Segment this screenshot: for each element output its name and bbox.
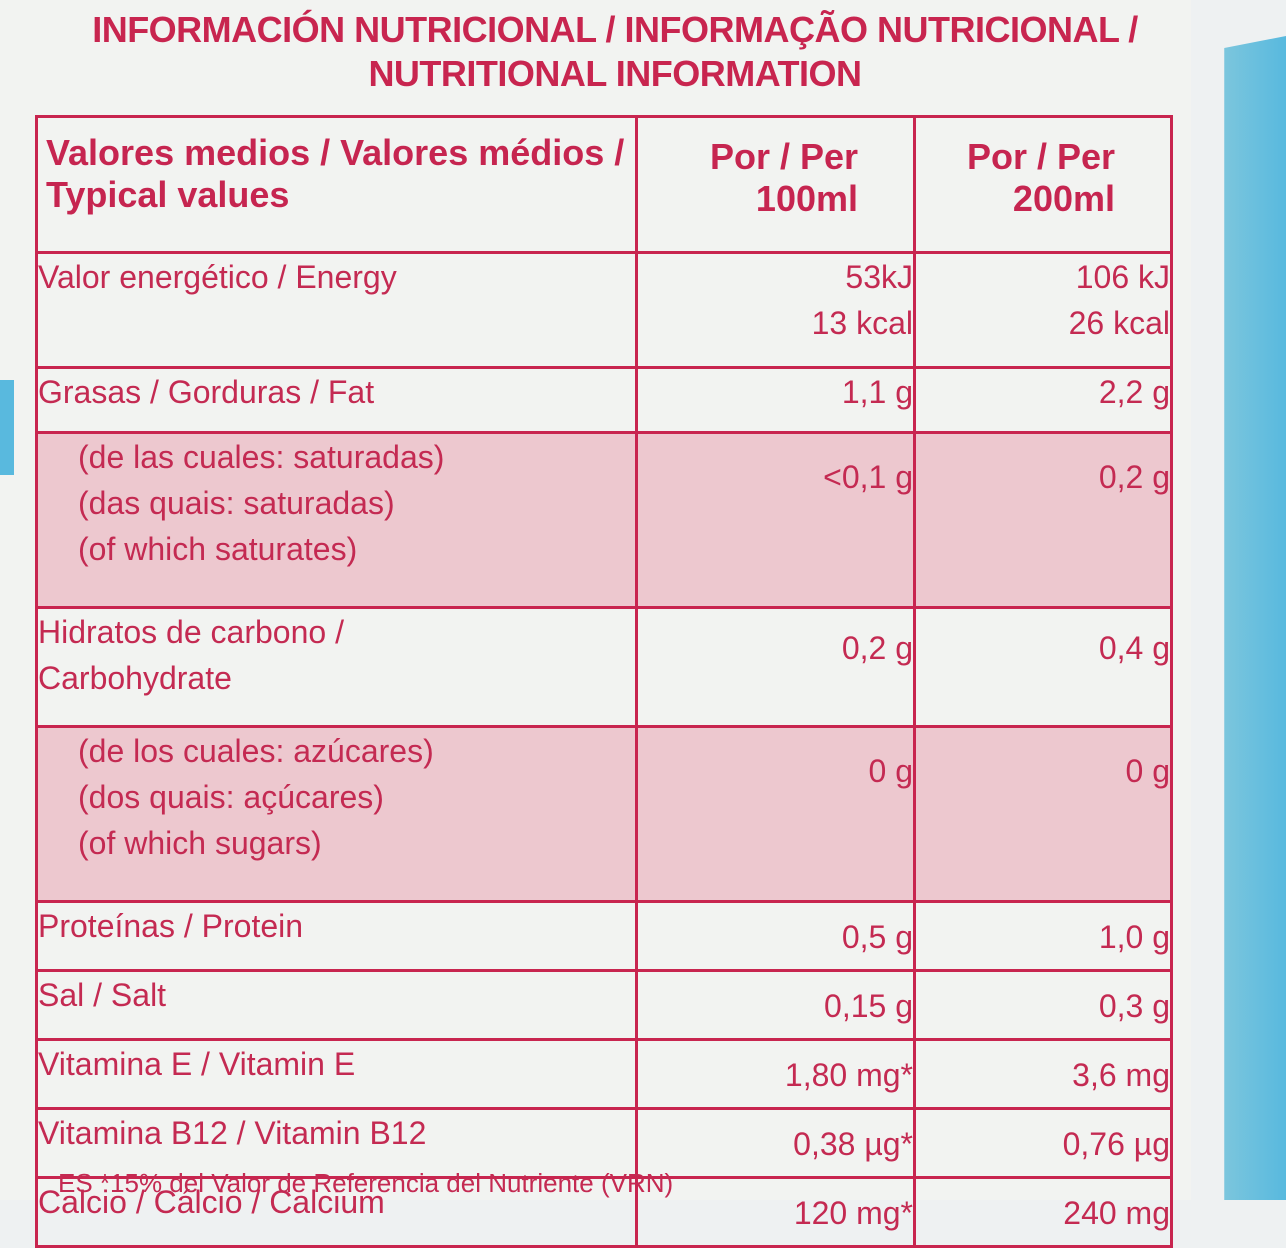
protein-per-200ml: 1,0 g [913, 900, 1173, 972]
salt-per-200ml: 0,3 g [913, 969, 1173, 1041]
vitamin-e-per-100ml: 1,80 mg* [635, 1038, 916, 1110]
table-row-vitamin-e: Vitamina E / Vitamin E 1,80 mg* 3,6 mg [35, 1038, 1173, 1110]
fat-per-200ml: 2,2 g [913, 366, 1173, 434]
carbohydrate-label-line1: Hidratos de carbono / [38, 614, 344, 650]
energy-100-kcal: 13 kcal [811, 305, 913, 341]
table-row-protein: Proteínas / Protein 0,5 g 1,0 g [35, 900, 1173, 972]
vitamin-b12-label: Vitamina B12 / Vitamin B12 [35, 1107, 638, 1179]
table-row-vitamin-b12: Vitamina B12 / Vitamin B12 0,38 µg* 0,76… [35, 1107, 1173, 1179]
sugars-per-100ml: 0 g [635, 725, 916, 903]
heading-line-1: INFORMACIÓN NUTRICIONAL / INFORMAÇÃO NUT… [92, 9, 1138, 50]
energy-per-100ml: 53kJ 13 kcal [635, 251, 916, 369]
energy-200-kj: 106 kJ [1075, 259, 1170, 295]
calcium-per-200ml: 240 mg [913, 1176, 1173, 1248]
protein-per-100ml: 0,5 g [635, 900, 916, 972]
carbohydrate-label: Hidratos de carbono / Carbohydrate [35, 606, 638, 728]
fat-per-100ml: 1,1 g [635, 366, 916, 434]
header-per-200ml: Por / Per 200ml [913, 115, 1173, 254]
saturates-per-200ml: 0,2 g [913, 431, 1173, 609]
table-row-carbohydrate: Hidratos de carbono / Carbohydrate 0,2 g… [35, 606, 1173, 728]
header-per-100ml: Por / Per 100ml [635, 115, 916, 254]
nutrition-table: Valores medios / Valores médios / Typica… [35, 115, 1173, 1248]
salt-per-100ml: 0,15 g [635, 969, 916, 1041]
nutrition-heading: INFORMACIÓN NUTRICIONAL / INFORMAÇÃO NUT… [60, 8, 1170, 96]
header-per-200ml-line2: 200ml [1012, 178, 1115, 219]
table-row-energy: Valor energético / Energy 53kJ 13 kcal 1… [35, 251, 1173, 369]
sugars-per-200ml: 0 g [913, 725, 1173, 903]
header-per-100ml-line1: Por / Per [709, 136, 858, 177]
table-row-salt: Sal / Salt 0,15 g 0,3 g [35, 969, 1173, 1041]
carbohydrate-per-100ml: 0,2 g [635, 606, 916, 728]
header-per-100ml-line2: 100ml [755, 178, 858, 219]
header-typical-values: Valores medios / Valores médios / Typica… [35, 115, 638, 254]
fat-label: Grasas / Gorduras / Fat [35, 366, 638, 434]
saturates-label: (de las cuales: saturadas) (das quais: s… [35, 431, 638, 609]
carton-blue-edge-left [0, 380, 14, 475]
vitamin-b12-per-200ml: 0,76 µg [913, 1107, 1173, 1179]
energy-200-kcal: 26 kcal [1068, 305, 1170, 341]
table-header-row: Valores medios / Valores médios / Typica… [35, 115, 1173, 254]
sugars-label-en: (of which sugars) [78, 825, 322, 861]
saturates-label-pt: (das quais: saturadas) [78, 485, 395, 521]
energy-100-kj: 53kJ [845, 259, 913, 295]
carbohydrate-label-line2: Carbohydrate [38, 660, 232, 696]
saturates-label-es: (de las cuales: saturadas) [78, 439, 445, 475]
table-row-fat: Grasas / Gorduras / Fat 1,1 g 2,2 g [35, 366, 1173, 434]
sugars-label-pt: (dos quais: açúcares) [78, 779, 384, 815]
calcium-per-100ml: 120 mg* [635, 1176, 916, 1248]
saturates-per-100ml: <0,1 g [635, 431, 916, 609]
salt-label: Sal / Salt [35, 969, 638, 1041]
header-per-200ml-line1: Por / Per [966, 136, 1115, 177]
vitamin-b12-per-100ml: 0,38 µg* [635, 1107, 916, 1179]
reference-footnote: ES *15% del Valor de Referencia del Nutr… [58, 1168, 674, 1198]
protein-label: Proteínas / Protein [35, 900, 638, 972]
energy-per-200ml: 106 kJ 26 kcal [913, 251, 1173, 369]
table-row-saturates: (de las cuales: saturadas) (das quais: s… [35, 431, 1173, 609]
carton-blue-edge [1218, 0, 1286, 1200]
saturates-label-en: (of which saturates) [78, 531, 358, 567]
vitamin-e-per-200ml: 3,6 mg [913, 1038, 1173, 1110]
vitamin-e-label: Vitamina E / Vitamin E [35, 1038, 638, 1110]
energy-label: Valor energético / Energy [35, 251, 638, 369]
nutrition-label-panel: INFORMACIÓN NUTRICIONAL / INFORMAÇÃO NUT… [35, 8, 1173, 1248]
sugars-label: (de los cuales: azúcares) (dos quais: aç… [35, 725, 638, 903]
carbohydrate-per-200ml: 0,4 g [913, 606, 1173, 728]
sugars-label-es: (de los cuales: azúcares) [78, 733, 434, 769]
table-row-sugars: (de los cuales: azúcares) (dos quais: aç… [35, 725, 1173, 903]
heading-line-2: NUTRITIONAL INFORMATION [368, 53, 862, 94]
